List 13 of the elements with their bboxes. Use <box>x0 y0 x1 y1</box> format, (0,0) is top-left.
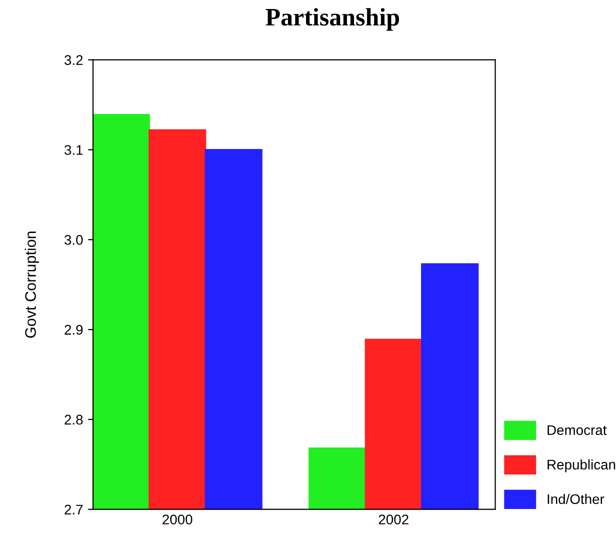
y-tick-label: 2.7 <box>64 504 83 514</box>
chart-title: Partisanship <box>266 8 400 31</box>
x-tick-label: 2002 <box>378 514 408 524</box>
legend-label: Democrat <box>548 425 607 436</box>
y-tick-label: 2.8 <box>64 414 83 425</box>
y-tick-label: 2.9 <box>64 324 83 335</box>
legend-label: Ind/Other <box>548 494 604 504</box>
legend-label: Republican <box>548 459 616 472</box>
y-axis-title: Govt Corruption <box>24 232 39 338</box>
y-tick-label: 3.1 <box>64 145 83 155</box>
y-tick-label: 3.0 <box>64 234 83 245</box>
y-tick-label: 3.2 <box>64 55 83 65</box>
x-tick-label: 2000 <box>162 514 192 524</box>
